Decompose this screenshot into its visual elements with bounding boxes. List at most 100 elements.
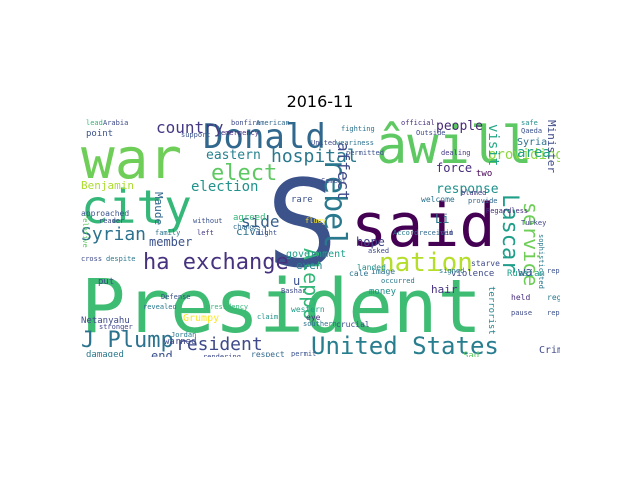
cloud-word: warned <box>164 337 197 347</box>
cloud-word: permitted <box>346 149 384 157</box>
cloud-word: Arabia <box>103 119 129 127</box>
cloud-word: J Plump <box>81 328 174 353</box>
cloud-word: support <box>181 131 211 139</box>
cloud-word: Crime <box>539 345 560 356</box>
cloud-word: area <box>517 145 551 161</box>
cloud-word: money <box>369 287 397 297</box>
cloud-word: rendering <box>203 353 241 358</box>
cloud-word: region <box>547 293 560 302</box>
cloud-word: sophisticated <box>537 234 545 289</box>
cloud-word: hospital <box>271 146 358 167</box>
cloud-word: blamed <box>461 189 487 197</box>
cloud-word: member <box>149 235 193 249</box>
cloud-word: starve <box>471 259 500 268</box>
cloud-word: said <box>351 191 496 261</box>
cloud-word: United States <box>311 332 499 357</box>
cloud-word: without <box>193 217 223 225</box>
cloud-word: Cement <box>321 177 347 185</box>
cloud-word: Netanyahu <box>81 316 130 326</box>
cloud-word: Syrian <box>81 224 147 245</box>
cloud-word: permit <box>291 350 317 358</box>
cloud-word: even <box>296 259 323 272</box>
cloud-word: damaged <box>86 350 124 358</box>
cloud-word: Li <box>435 212 450 226</box>
cloud-word: S <box>266 156 339 295</box>
cloud-word: held <box>511 293 531 302</box>
cloud-word: official <box>401 119 435 127</box>
cloud-word: stronger <box>99 323 133 331</box>
cloud-word: wa <box>518 265 533 279</box>
cloud-word: agreed <box>233 213 266 223</box>
cloud-word: revealed <box>143 303 177 311</box>
cloud-word: occurred <box>381 277 415 285</box>
cloud-word: violence <box>451 269 495 279</box>
cloud-word: eye <box>306 313 321 322</box>
cloud-word: image <box>371 267 396 276</box>
cloud-word: nation <box>379 248 473 278</box>
cloud-word: American <box>256 119 290 127</box>
cloud-word: landed <box>357 263 386 272</box>
cloud-word: respect <box>251 350 285 358</box>
cloud-word: weariness <box>336 139 374 147</box>
cloud-word: hope <box>356 235 385 249</box>
cloud-word: replenishment <box>547 267 560 275</box>
cloud-word: Defense <box>161 293 191 301</box>
cloud-word: Bashar <box>281 287 307 295</box>
cloud-word: country <box>156 118 224 137</box>
cloud-word: âwill <box>376 118 533 176</box>
cloud-word: received <box>419 229 453 237</box>
cloud-word: rare <box>291 195 313 205</box>
cloud-word: presidency <box>206 303 249 311</box>
cloud-word: hair <box>431 283 458 296</box>
cloud-word: reported <box>547 309 560 317</box>
cloud-word: Regardless <box>486 207 529 215</box>
cloud-word: claim <box>257 313 279 321</box>
cloud-word: southern <box>303 320 337 328</box>
cloud-word: Outside <box>416 129 446 137</box>
cloud-word: Minister <box>545 120 558 173</box>
cloud-word: providing <box>488 147 560 163</box>
cloud-word: Lascar <box>497 194 522 274</box>
cloud-word: crucial <box>336 320 370 329</box>
cloud-word: point <box>86 129 114 139</box>
cloud-word: might <box>256 229 278 237</box>
cloud-word: Qaeda <box>521 127 543 135</box>
cloud-word: response <box>436 182 499 197</box>
cloud-word: Maude <box>152 192 165 226</box>
cloud-word: relative <box>81 214 89 248</box>
cloud-word: cale <box>349 269 369 278</box>
cloud-word: western <box>291 305 325 314</box>
cloud-word: provide <box>468 197 498 205</box>
cloud-word: side <box>241 212 280 231</box>
cloud-word: terrorist <box>486 286 496 335</box>
cloud-word: United <box>311 139 337 147</box>
cloud-word: dealing <box>441 149 471 157</box>
cloud-word: lead <box>86 119 103 127</box>
cloud-word: ha exchange <box>143 250 289 275</box>
cloud-word: civil <box>236 225 270 238</box>
cloud-word: force <box>436 161 473 175</box>
cloud-word: people <box>436 119 483 134</box>
cloud-word: Benjamin <box>81 179 134 192</box>
cloud-word: Sad <box>463 351 480 358</box>
cloud-word: Jordan <box>171 331 197 339</box>
cloud-word: approached <box>81 209 130 218</box>
cloud-word: safe <box>521 119 538 127</box>
cloud-word: put <box>98 277 115 287</box>
cloud-word: pause <box>511 309 533 317</box>
cloud-word: bonfire <box>231 119 261 127</box>
cloud-word: min <box>441 229 454 237</box>
cloud-word: fighting <box>341 125 375 133</box>
cloud-word: eastern <box>206 148 261 163</box>
cloud-word: reader <box>99 217 125 225</box>
cloud-word: welcome <box>421 195 455 204</box>
cloud-word: Turkey <box>521 219 547 227</box>
cloud-word: family <box>155 229 181 237</box>
cloud-word: u <box>293 274 301 288</box>
cloud-word: Donald <box>203 118 326 157</box>
cloud-word: Accord <box>393 229 419 237</box>
cloud-word: elect <box>211 161 278 186</box>
cloud-word: left <box>197 229 214 237</box>
chart-title: 2016-11 <box>286 92 354 111</box>
